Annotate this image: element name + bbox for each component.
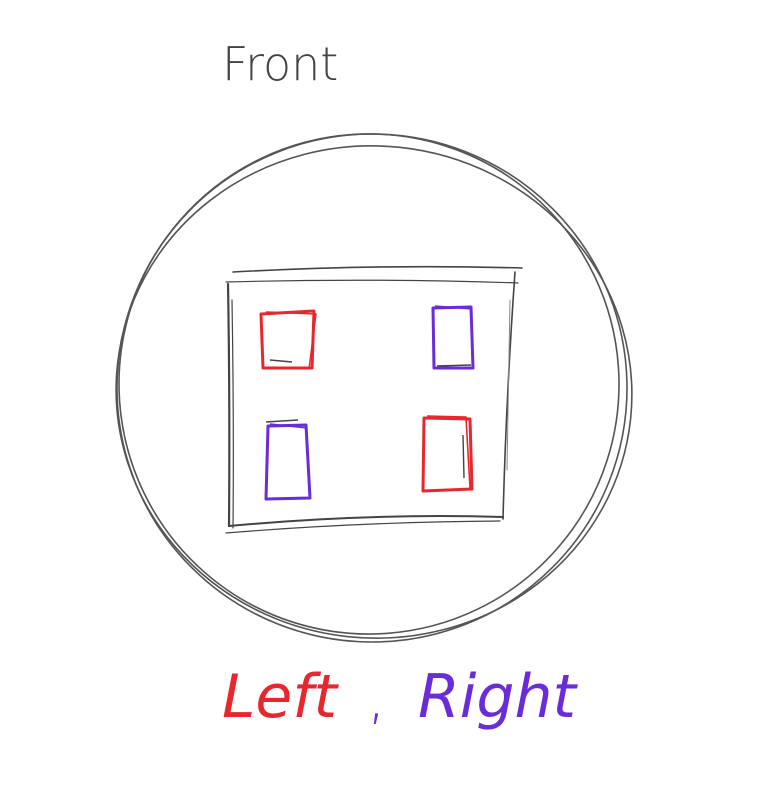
- right-label: Right: [418, 662, 578, 732]
- left-square-top: [259, 309, 317, 370]
- left-square-bottom: [421, 415, 474, 493]
- right-square-bottom: [264, 419, 312, 501]
- left-label: Left: [222, 662, 339, 732]
- outer-circle: [115, 133, 633, 643]
- right-square-top: [431, 305, 475, 370]
- legend-labels: Left , Right: [222, 662, 578, 732]
- front-label: Front: [222, 37, 338, 91]
- comma-separator: ,: [367, 662, 386, 732]
- inner-rectangle: [225, 265, 523, 534]
